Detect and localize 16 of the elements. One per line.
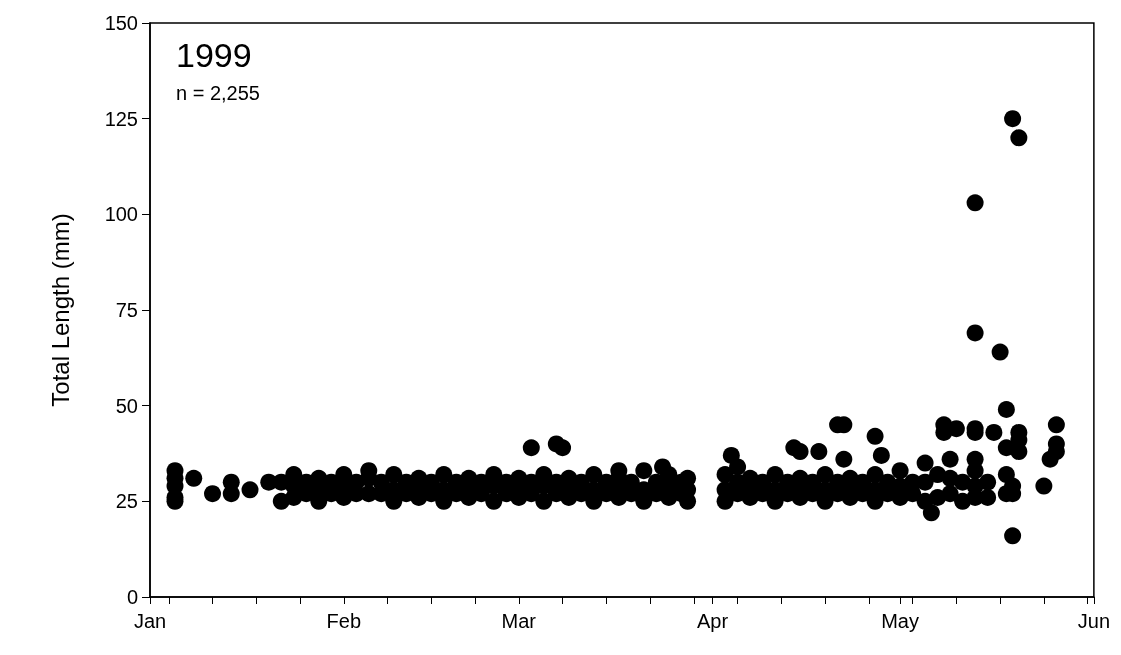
x-tick-label: May: [881, 610, 919, 632]
y-tick-label: 100: [104, 203, 138, 226]
x-tick-label: Jan: [133, 610, 167, 632]
x-tick-label: Jun: [1077, 610, 1110, 632]
y-tick-label: 75: [115, 299, 138, 321]
y-tick-label: 125: [104, 107, 138, 130]
annotation: n = 2,255: [176, 82, 260, 104]
y-tick-label: 150: [104, 12, 138, 34]
y-axis-title: Total Length (mm): [46, 213, 74, 407]
x-tick-label: Mar: [501, 610, 537, 632]
y-tick-label: 25: [115, 490, 138, 513]
x-tick-label: Apr: [697, 610, 729, 632]
y-tick-label: 0: [126, 586, 138, 608]
annotation: 1999: [176, 36, 252, 74]
y-tick-label: 50: [115, 394, 138, 417]
x-tick-label: Feb: [326, 610, 362, 632]
